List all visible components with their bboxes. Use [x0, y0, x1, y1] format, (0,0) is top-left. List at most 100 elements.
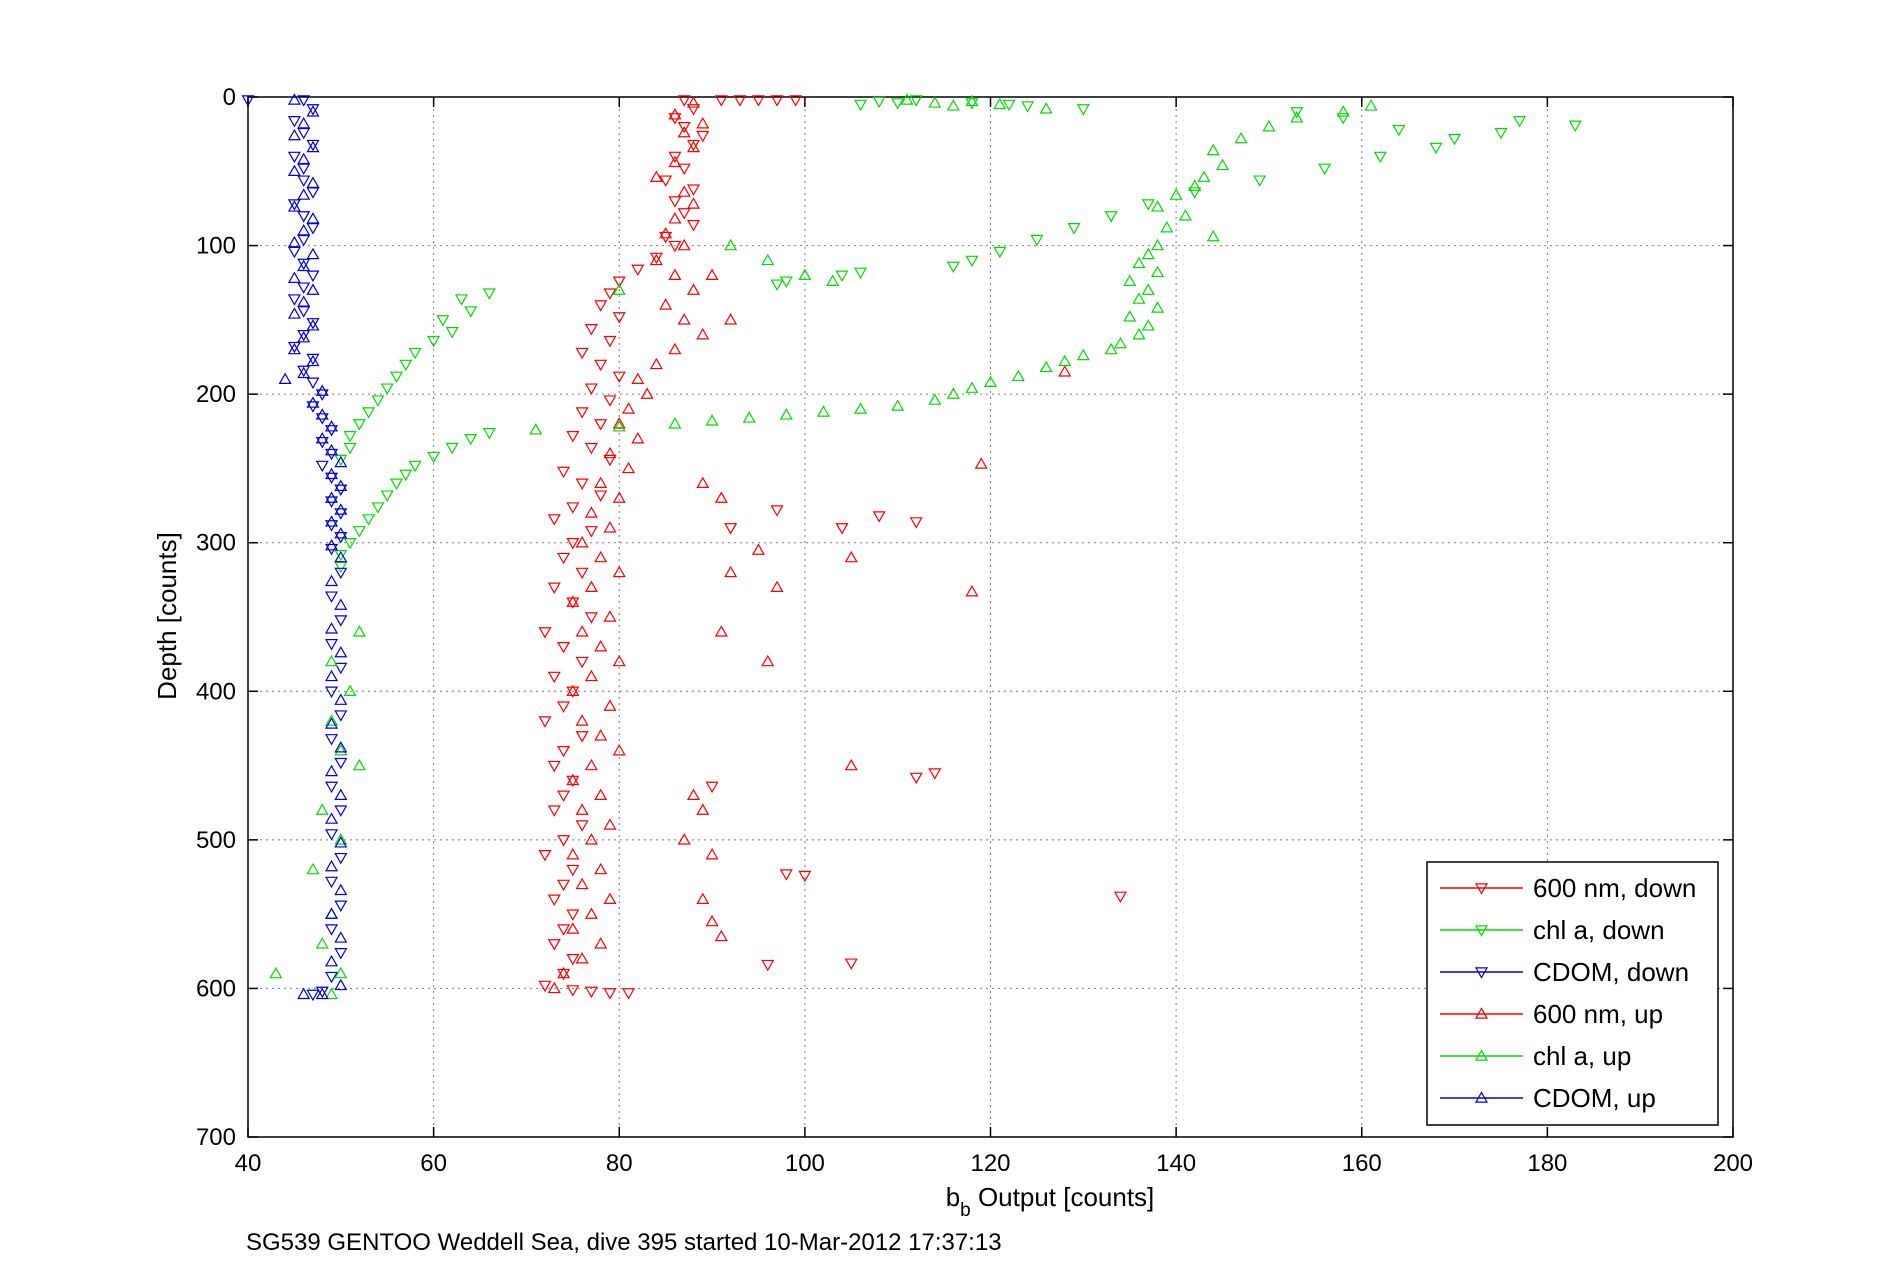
axis-ticks: 40 60 80 100 120 140 160 180 200 0 100 200 300 400 500… [196, 84, 1753, 1177]
data-point [334, 836, 348, 848]
data-point [324, 639, 339, 651]
data-point [352, 526, 366, 538]
data-point [306, 140, 320, 153]
data-point [1392, 124, 1406, 137]
data-point [1364, 99, 1378, 111]
data-point [668, 417, 682, 429]
data-point [993, 246, 1007, 259]
data-point [594, 729, 608, 741]
data-point [891, 98, 905, 110]
data-point [696, 117, 710, 129]
data-point [909, 95, 923, 107]
data-point [575, 536, 589, 548]
data-point [557, 552, 571, 565]
data-point [324, 714, 339, 726]
data-point [241, 95, 255, 107]
data-point [464, 433, 478, 446]
data-point [297, 306, 311, 318]
data-point [649, 357, 663, 370]
data-point [547, 939, 561, 951]
data-point [686, 96, 701, 108]
data-point [399, 359, 413, 372]
data-point [677, 125, 691, 138]
data-point [724, 238, 738, 251]
data-point [1039, 102, 1053, 114]
data-point [324, 859, 339, 872]
data-point [761, 959, 775, 972]
data-point [547, 671, 561, 684]
y-tick-label: 500 [196, 827, 236, 854]
data-point [844, 758, 858, 771]
data-point [946, 99, 960, 111]
data-point [965, 381, 979, 393]
data-point [334, 805, 348, 817]
data-point [557, 966, 571, 979]
data-point [612, 654, 626, 667]
data-point [1030, 234, 1044, 247]
data-point [677, 208, 691, 220]
data-point [297, 258, 311, 271]
data-point [872, 96, 886, 109]
data-point [705, 781, 719, 794]
data-point [297, 259, 311, 272]
data-point [306, 212, 320, 224]
data-point [649, 253, 663, 266]
data-point [315, 986, 329, 999]
data-point [297, 127, 311, 140]
data-point [324, 907, 339, 919]
data-point [621, 402, 636, 414]
data-point [427, 335, 441, 348]
data-point [603, 454, 617, 467]
data-point [761, 253, 775, 266]
data-point [891, 399, 905, 411]
data-point [631, 372, 645, 385]
data-point [965, 255, 979, 268]
data-point [1076, 348, 1090, 361]
data-point [306, 319, 320, 331]
data-point [380, 490, 394, 502]
legend-marker [1474, 883, 1489, 895]
data-point [854, 99, 868, 112]
data-point [324, 812, 339, 824]
legend-item: 600 nm, up [1440, 999, 1663, 1029]
data-point [324, 591, 339, 603]
data-point [1568, 120, 1582, 132]
data-point [1113, 336, 1127, 349]
data-point [1318, 163, 1332, 176]
data-point [306, 187, 320, 199]
data-point [612, 491, 626, 503]
data-point [306, 396, 320, 408]
data-point [454, 294, 469, 306]
data-point [334, 527, 348, 539]
data-point [566, 431, 580, 443]
data-point [844, 958, 858, 970]
data-point [659, 175, 673, 187]
data-point [1290, 107, 1304, 119]
data-point [1123, 310, 1137, 322]
data-point [352, 758, 366, 771]
data-point [603, 446, 617, 459]
data-point [297, 224, 311, 236]
data-point [334, 741, 348, 753]
legend-marker [1474, 1091, 1489, 1103]
data-point [1253, 175, 1267, 187]
data-point [612, 312, 626, 324]
y-tick-label: 700 [196, 1124, 236, 1151]
data-point [538, 627, 552, 639]
legend-label: CDOM, up [1533, 1083, 1656, 1113]
data-point [557, 790, 571, 802]
data-point [854, 402, 868, 414]
data-point [705, 848, 719, 860]
data-point [352, 625, 366, 637]
data-point [677, 238, 691, 251]
data-point [668, 212, 682, 224]
x-axis-label-rest: Output [counts] [971, 1182, 1155, 1212]
data-point [835, 523, 849, 535]
data-point [334, 978, 348, 991]
data-point [668, 108, 682, 120]
data-point [547, 981, 561, 994]
data-point [287, 246, 301, 259]
data-point [408, 347, 422, 360]
data-point [334, 561, 348, 574]
data-point [584, 907, 598, 919]
